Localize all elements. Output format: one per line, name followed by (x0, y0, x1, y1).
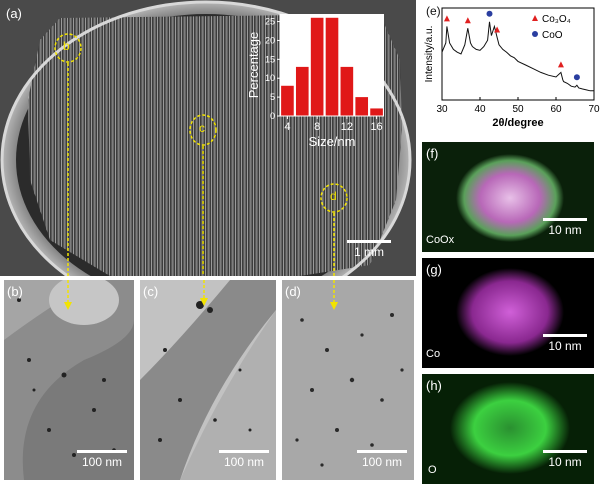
histogram-x-tick-label: 4 (284, 121, 290, 133)
xrd-x-tick-label: 40 (474, 104, 486, 115)
histogram-y-tick-label: 10 (265, 73, 275, 83)
xrd-x-tick-label: 70 (588, 104, 600, 115)
histogram-x-tick-label: 8 (314, 121, 320, 133)
element-label-g: Co (426, 348, 441, 360)
coo-peak-marker (573, 74, 580, 81)
marker-circles (54, 33, 348, 276)
xrd-y-label: Intensity/a.u. (424, 26, 435, 83)
scale-bar-c: 100 nm (216, 450, 272, 469)
panel-f-label: (f) (426, 146, 439, 161)
marker-d: d (330, 189, 337, 203)
histogram-y-label: Percentage (246, 32, 261, 99)
tem-image-c (140, 280, 276, 480)
tem-image-b (4, 280, 134, 480)
histogram-x-label: Size/nm (309, 134, 356, 149)
panel-h-label: (h) (426, 378, 442, 393)
scale-bar-b: 100 nm (74, 450, 130, 469)
panel-b: (b) 100 nm (4, 280, 134, 480)
histogram-bar (295, 66, 309, 116)
co3o4-peak-marker (494, 26, 501, 33)
panel-e: (e) 30 40 50 60 70 2θ/degree Intensity/a.u. Co₃… (420, 0, 600, 138)
eds-map-coox (456, 154, 564, 242)
panel-f: (f) CoOx 10 nm (422, 142, 594, 252)
panel-b-label: (b) (7, 284, 23, 299)
tem-image-d (282, 280, 414, 480)
histogram-bar (310, 17, 324, 116)
co3o4-peak-marker (557, 61, 564, 68)
histogram-bar (370, 108, 383, 116)
xrd-chart: 30 40 50 60 70 2θ/degree Intensity/a.u. Co₃O₄ Co… (424, 7, 600, 129)
histogram-x-tick-label: 16 (370, 121, 382, 133)
histogram-bar (281, 85, 294, 116)
panel-c-label: (c) (143, 284, 159, 299)
scale-bar-d: 100 nm (354, 450, 410, 469)
histogram-y-tick-label: 20 (265, 35, 275, 45)
xrd-line (441, 21, 594, 92)
panel-d: (d) 100 nm (282, 280, 414, 480)
panel-d-label: (d) (285, 284, 301, 299)
scale-bar-a: 1 mm (345, 240, 393, 259)
element-label-h: O (428, 464, 437, 476)
legend-coo-label: CoO (542, 30, 563, 41)
panel-a: (a) b c d 1 mm 0 5 10 15 20 25 4 8 12 16 Size/nm Pe… (0, 0, 416, 276)
scale-bar-f: 10 nm (540, 218, 590, 237)
histogram-bar (340, 66, 354, 116)
histogram-bar (325, 17, 339, 116)
histogram-bar (355, 97, 369, 116)
xrd-x-label: 2θ/degree (492, 117, 543, 129)
panel-h: (h) O 10 nm (422, 374, 594, 484)
panel-g-label: (g) (426, 262, 442, 277)
element-label-f: CoOx (426, 234, 455, 246)
marker-c: c (199, 121, 205, 135)
legend-co3o4-marker (532, 15, 538, 21)
histogram-y-tick-label: 25 (265, 17, 275, 27)
xrd-x-tick-label: 60 (550, 104, 562, 115)
histogram-x-tick-label: 12 (341, 121, 353, 133)
panel-e-label: (e) (426, 4, 441, 18)
xrd-x-tick-label: 30 (436, 104, 448, 115)
xrd-x-tick-label: 50 (512, 104, 524, 115)
panel-g: (g) Co 10 nm (422, 258, 594, 368)
size-histogram: 0 5 10 15 20 25 4 8 12 16 Size/nm Percentage (246, 14, 384, 149)
histogram-y-tick-label: 0 (270, 111, 275, 121)
coo-peak-marker (486, 10, 493, 17)
eds-map-co (456, 268, 564, 356)
scale-bar-g: 10 nm (540, 334, 590, 353)
marker-b: b (63, 39, 70, 53)
co3o4-peak-marker (443, 15, 450, 22)
eds-map-o (450, 382, 570, 474)
histogram-y-tick-label: 5 (270, 92, 275, 102)
legend-coo-marker (532, 31, 538, 37)
scale-bar-h: 10 nm (540, 450, 590, 469)
legend-co3o4-label: Co₃O₄ (542, 14, 571, 25)
co3o4-peak-marker (464, 17, 471, 24)
panel-a-label: (a) (6, 6, 22, 21)
histogram-y-tick-label: 15 (265, 54, 275, 64)
panel-c: (c) 100 nm (140, 280, 276, 480)
